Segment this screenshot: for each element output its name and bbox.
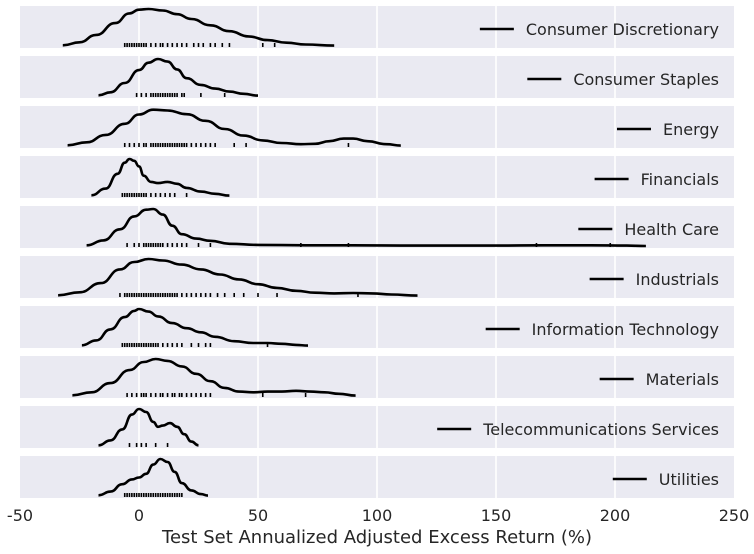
density-curve [72, 357, 356, 397]
ridge-panel: Utilities [20, 456, 734, 498]
density-curve [98, 407, 199, 447]
legend-label: Health Care [624, 220, 719, 239]
ridge-panel: Materials [20, 356, 734, 398]
legend-label: Industrials [636, 270, 719, 289]
ridge-panel: Financials [20, 156, 734, 198]
ridge-panel: Industrials [20, 256, 734, 298]
x-tick-label: 250 [719, 506, 750, 525]
x-tick-label: 0 [134, 506, 144, 525]
legend-label: Consumer Staples [573, 70, 719, 89]
x-axis: -50 0 50 100 150 200 250 [7, 506, 749, 525]
legend-label: Financials [641, 170, 719, 189]
x-axis-label: Test Set Annualized Adjusted Excess Retu… [161, 527, 592, 548]
x-tick-label: 200 [600, 506, 631, 525]
density-curve [58, 257, 418, 297]
legend-label: Energy [663, 120, 719, 139]
ridge-panel: Consumer Discretionary [20, 6, 734, 48]
x-tick-label: -50 [7, 506, 33, 525]
ridge-panel: Health Care [20, 206, 734, 248]
density-curve [98, 457, 209, 497]
x-tick-label: 50 [248, 506, 268, 525]
density-curve [98, 57, 259, 97]
legend-label: Materials [646, 370, 719, 389]
legend-label: Telecommunications Services [482, 420, 719, 439]
ridge-panel: Telecommunications Services [20, 406, 734, 448]
density-curve [67, 108, 401, 147]
density-curve [86, 207, 646, 248]
density-curve [81, 307, 309, 347]
ridge-panel: Consumer Staples [20, 56, 734, 98]
density-curve [91, 157, 230, 197]
legend-label: Information Technology [532, 320, 719, 339]
x-tick-label: 150 [481, 506, 512, 525]
legend-label: Utilities [659, 470, 719, 489]
ridge-panels: Consumer Discretionary Consumer Staples En… [20, 6, 734, 498]
legend-label: Consumer Discretionary [526, 20, 719, 39]
ridge-panel: Information Technology [20, 306, 734, 348]
density-curve [62, 7, 335, 47]
x-tick-label: 100 [362, 506, 393, 525]
ridge-panel: Energy [20, 106, 734, 148]
